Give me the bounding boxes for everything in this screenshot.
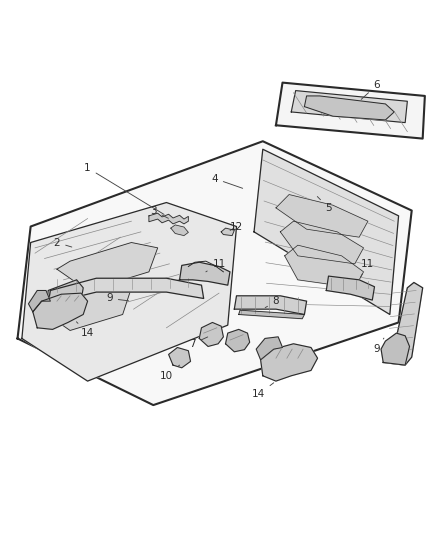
Text: 9: 9 xyxy=(106,294,129,303)
Polygon shape xyxy=(22,203,237,381)
Polygon shape xyxy=(234,296,307,314)
Polygon shape xyxy=(280,221,364,264)
Polygon shape xyxy=(326,276,374,300)
Text: 11: 11 xyxy=(360,259,374,277)
Polygon shape xyxy=(39,282,131,330)
Polygon shape xyxy=(28,290,50,312)
Text: 2: 2 xyxy=(53,238,72,247)
Polygon shape xyxy=(171,225,188,236)
Polygon shape xyxy=(291,91,407,123)
Text: 4: 4 xyxy=(211,174,243,188)
Polygon shape xyxy=(239,310,304,319)
Text: 9: 9 xyxy=(373,338,384,354)
Text: 14: 14 xyxy=(252,383,274,399)
Text: 11: 11 xyxy=(206,259,226,272)
Polygon shape xyxy=(381,333,410,365)
Polygon shape xyxy=(276,83,425,139)
Text: 8: 8 xyxy=(265,296,279,308)
Polygon shape xyxy=(383,282,423,365)
Polygon shape xyxy=(304,96,394,120)
Polygon shape xyxy=(33,293,88,329)
Polygon shape xyxy=(256,337,283,360)
Text: 14: 14 xyxy=(76,322,94,338)
Polygon shape xyxy=(57,243,158,290)
Polygon shape xyxy=(226,329,250,352)
Text: 7: 7 xyxy=(189,337,208,349)
Text: 5: 5 xyxy=(317,197,332,213)
Polygon shape xyxy=(46,280,83,312)
Polygon shape xyxy=(48,278,204,304)
Polygon shape xyxy=(221,228,234,236)
Polygon shape xyxy=(254,149,399,314)
Polygon shape xyxy=(285,245,364,288)
Polygon shape xyxy=(276,195,368,237)
Polygon shape xyxy=(149,213,188,224)
Polygon shape xyxy=(180,262,230,285)
Polygon shape xyxy=(18,141,412,405)
Polygon shape xyxy=(199,322,223,346)
Text: 10: 10 xyxy=(160,365,180,381)
Polygon shape xyxy=(169,348,191,368)
Polygon shape xyxy=(261,344,318,381)
Text: 3: 3 xyxy=(150,206,168,219)
Text: 1: 1 xyxy=(84,163,164,214)
Text: 6: 6 xyxy=(361,80,380,99)
Text: 12: 12 xyxy=(230,222,243,231)
